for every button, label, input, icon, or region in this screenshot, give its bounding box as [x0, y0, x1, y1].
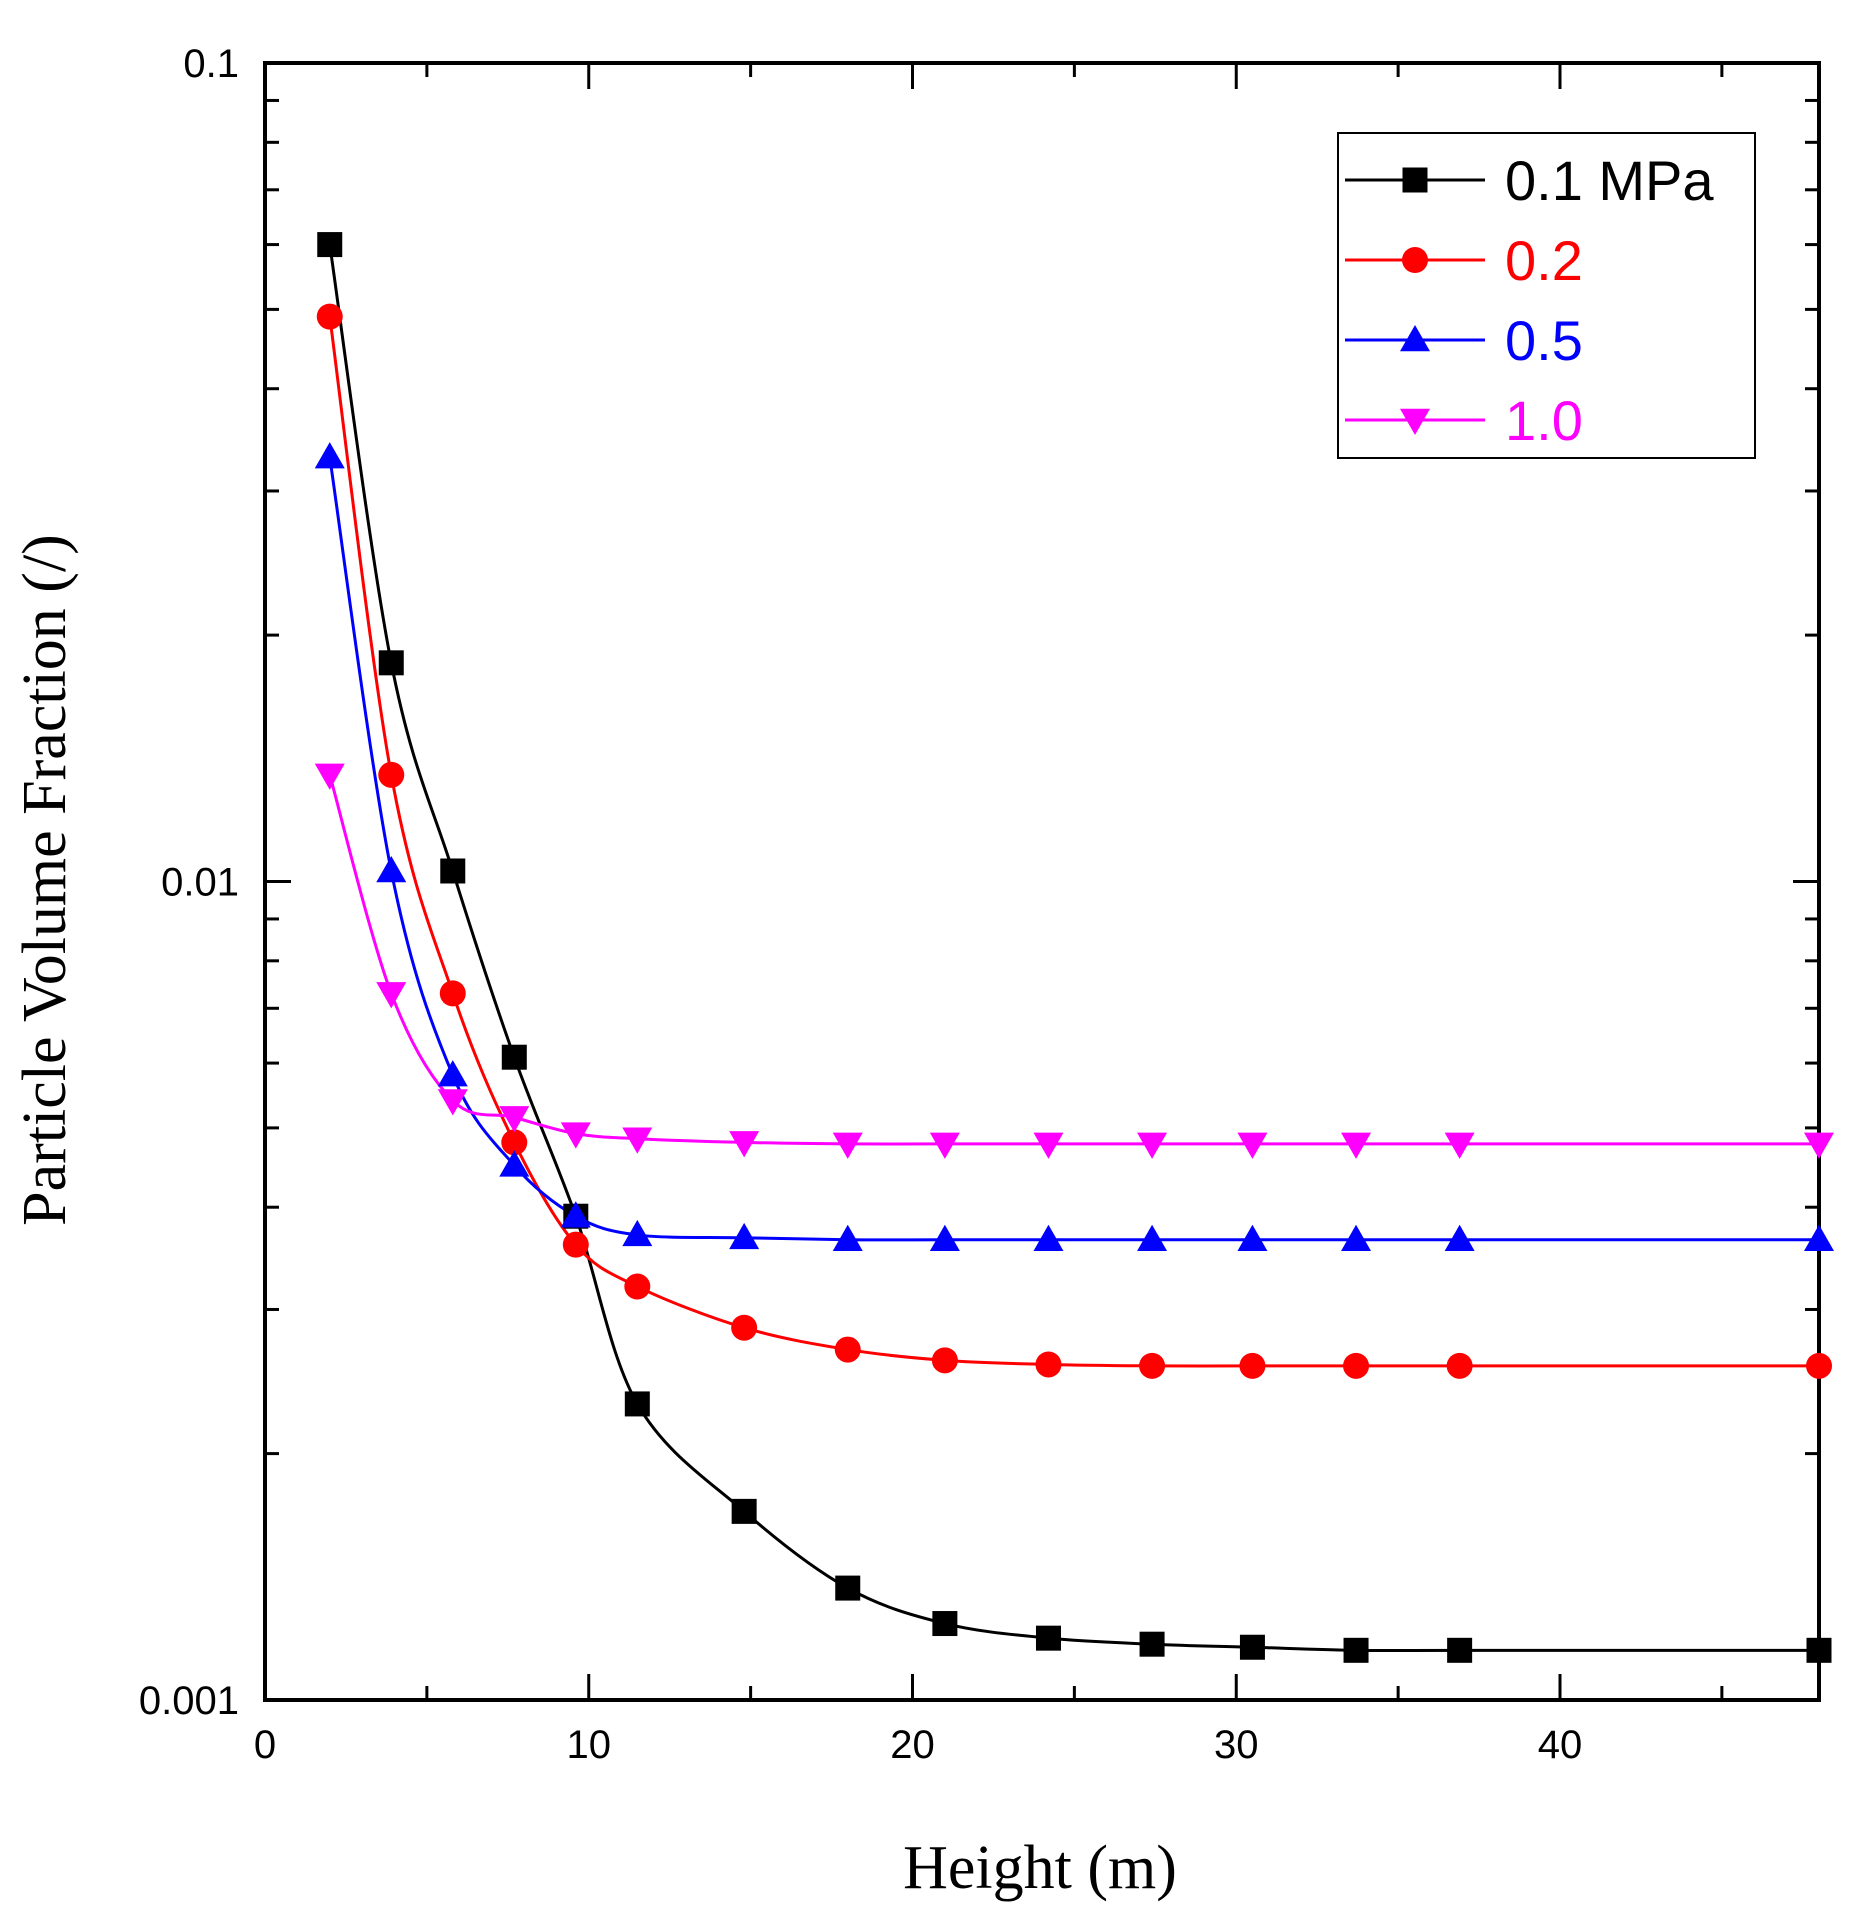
x-tick-label: 10 — [567, 1723, 612, 1767]
data-point — [376, 855, 407, 883]
legend-marker — [1400, 408, 1430, 435]
data-point — [440, 858, 466, 884]
data-point — [378, 650, 404, 676]
legend-label: 0.1 MPa — [1505, 149, 1714, 212]
data-point — [501, 1129, 528, 1156]
data-point — [929, 1224, 960, 1252]
data-point — [1343, 1352, 1370, 1379]
major-ticks — [263, 61, 1819, 1702]
data-point — [731, 1498, 757, 1524]
series-markers — [314, 232, 1834, 1663]
data-point — [560, 1122, 591, 1149]
data-point — [1237, 1132, 1268, 1159]
legend-items: 0.1 MPa 0.2 0.5 1.0 — [1345, 149, 1714, 452]
data-point — [1137, 1132, 1168, 1159]
data-point — [314, 442, 345, 469]
data-point — [1444, 1224, 1475, 1252]
data-point — [501, 1044, 527, 1070]
legend-marker — [1402, 247, 1428, 273]
data-point — [437, 1060, 468, 1087]
data-point — [439, 980, 466, 1007]
data-point — [835, 1575, 861, 1601]
data-point — [929, 1132, 960, 1159]
data-point — [1239, 1352, 1266, 1379]
minor-ticks — [265, 63, 1819, 1700]
data-point — [832, 1224, 863, 1252]
data-point — [1035, 1351, 1062, 1378]
data-point — [562, 1231, 589, 1258]
legend-label: 0.2 — [1505, 229, 1583, 292]
legend-marker — [1400, 325, 1430, 352]
data-point — [731, 1314, 758, 1341]
y-tick-label: 0.001 — [139, 1679, 239, 1723]
data-point — [1806, 1352, 1832, 1379]
x-axis-title: Height (m) — [903, 1834, 1177, 1902]
data-point — [1239, 1634, 1265, 1660]
data-point — [1804, 1132, 1834, 1159]
x-tick-labels: 0 10 20 30 40 — [254, 1723, 1582, 1767]
legend-label: 1.0 — [1505, 389, 1583, 452]
data-point — [499, 1150, 530, 1177]
data-point — [1139, 1352, 1166, 1379]
data-point — [622, 1219, 653, 1247]
data-point — [1033, 1224, 1064, 1252]
data-point — [932, 1611, 958, 1637]
data-point — [1033, 1132, 1064, 1159]
data-point — [1139, 1631, 1165, 1657]
data-point — [1341, 1132, 1372, 1159]
y-tick-label: 0.01 — [161, 861, 239, 905]
data-point — [560, 1201, 591, 1228]
x-tick-label: 40 — [1538, 1723, 1583, 1767]
x-tick-label: 0 — [254, 1723, 276, 1767]
data-point — [314, 763, 345, 790]
data-point — [729, 1131, 760, 1158]
data-point — [832, 1132, 863, 1159]
data-point — [834, 1336, 861, 1363]
data-point — [1237, 1224, 1268, 1252]
data-point — [1446, 1352, 1473, 1379]
data-point — [622, 1127, 653, 1154]
data-point — [1341, 1224, 1372, 1252]
y-axis-title: Particle Volume Fraction (/) — [11, 534, 79, 1226]
data-point — [1804, 1224, 1834, 1252]
data-point — [1444, 1132, 1475, 1159]
data-point — [316, 303, 343, 330]
data-point — [376, 982, 407, 1009]
y-tick-labels: 0.001 0.01 0.1 — [139, 42, 239, 1723]
data-point — [317, 232, 343, 258]
data-point — [499, 1106, 530, 1133]
y-tick-label: 0.1 — [183, 42, 239, 86]
x-tick-label: 30 — [1214, 1723, 1259, 1767]
series-line — [328, 244, 1819, 1653]
data-point — [378, 761, 405, 788]
legend-label: 0.5 — [1505, 309, 1583, 372]
data-point — [931, 1347, 958, 1374]
data-point — [437, 1089, 468, 1116]
data-point — [624, 1391, 650, 1417]
data-point — [624, 1273, 651, 1300]
data-point — [1343, 1637, 1369, 1663]
data-point — [1035, 1625, 1061, 1651]
data-point — [1447, 1637, 1473, 1663]
legend-marker — [1402, 167, 1428, 193]
data-point — [729, 1222, 760, 1250]
data-point — [1137, 1224, 1168, 1252]
data-point — [1806, 1637, 1832, 1663]
legend: 0.1 MPa 0.2 0.5 1.0 — [1337, 132, 1756, 459]
x-tick-label: 20 — [890, 1723, 935, 1767]
